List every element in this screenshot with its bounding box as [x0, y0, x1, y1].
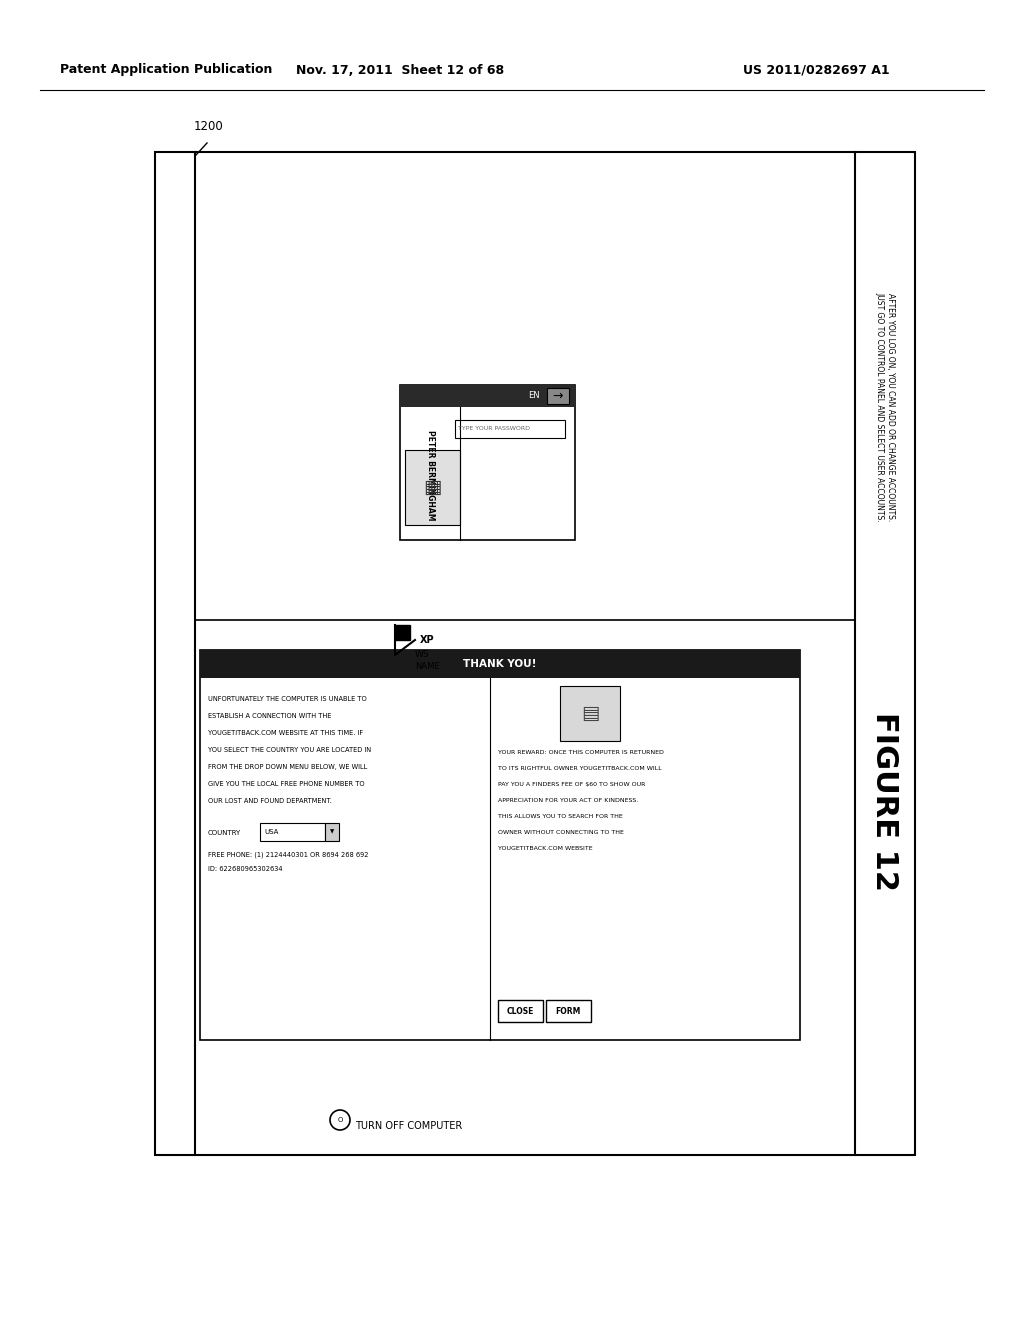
- Text: UNFORTUNATELY THE COMPUTER IS UNABLE TO: UNFORTUNATELY THE COMPUTER IS UNABLE TO: [208, 696, 367, 702]
- Text: FORM: FORM: [555, 1006, 581, 1015]
- Text: Nov. 17, 2011  Sheet 12 of 68: Nov. 17, 2011 Sheet 12 of 68: [296, 63, 504, 77]
- Text: YOU SELECT THE COUNTRY YOU ARE LOCATED IN: YOU SELECT THE COUNTRY YOU ARE LOCATED I…: [208, 747, 371, 752]
- Text: FROM THE DROP DOWN MENU BELOW, WE WILL: FROM THE DROP DOWN MENU BELOW, WE WILL: [208, 764, 368, 770]
- Text: YOUGETITBACK.COM WEBSITE AT THIS TIME. IF: YOUGETITBACK.COM WEBSITE AT THIS TIME. I…: [208, 730, 364, 737]
- Text: ESTABLISH A CONNECTION WITH THE: ESTABLISH A CONNECTION WITH THE: [208, 713, 332, 719]
- Text: O: O: [337, 1117, 343, 1123]
- Bar: [155, 152, 915, 1155]
- Bar: [498, 1001, 543, 1022]
- Text: FREE PHONE: (1) 2124440301 OR 8694 268 692: FREE PHONE: (1) 2124440301 OR 8694 268 6…: [208, 851, 369, 858]
- Text: ID: 622680965302634: ID: 622680965302634: [208, 866, 283, 873]
- Bar: [325, 822, 339, 841]
- Text: AFTER YOU LOG ON, YOU CAN ADD OR CHANGE ACCOUNTS.
JUST GO TO CONTROL PANEL AND S: AFTER YOU LOG ON, YOU CAN ADD OR CHANGE …: [876, 292, 895, 521]
- Bar: [547, 388, 569, 404]
- Text: OWNER WITHOUT CONNECTING TO THE: OWNER WITHOUT CONNECTING TO THE: [498, 830, 624, 836]
- Text: TYPE YOUR PASSWORD: TYPE YOUR PASSWORD: [458, 426, 530, 432]
- Text: →: →: [553, 389, 563, 403]
- Bar: [400, 385, 575, 407]
- Text: ▦: ▦: [423, 478, 441, 498]
- Text: CLOSE: CLOSE: [506, 1006, 534, 1015]
- Text: ▤: ▤: [581, 704, 599, 723]
- Bar: [560, 686, 620, 741]
- Text: TURN OFF COMPUTER: TURN OFF COMPUTER: [355, 1121, 462, 1131]
- Text: PAY YOU A FINDERS FEE OF $60 TO SHOW OUR: PAY YOU A FINDERS FEE OF $60 TO SHOW OUR: [498, 781, 645, 787]
- Text: YOUGETITBACK.COM WEBSITE: YOUGETITBACK.COM WEBSITE: [498, 846, 593, 851]
- Text: OUR LOST AND FOUND DEPARTMENT.: OUR LOST AND FOUND DEPARTMENT.: [208, 799, 332, 804]
- Text: ▼: ▼: [330, 829, 334, 834]
- Text: THIS ALLOWS YOU TO SEARCH FOR THE: THIS ALLOWS YOU TO SEARCH FOR THE: [498, 814, 623, 818]
- Text: US 2011/0282697 A1: US 2011/0282697 A1: [743, 63, 890, 77]
- Text: TO ITS RIGHTFUL OWNER YOUGETITBACK.COM WILL: TO ITS RIGHTFUL OWNER YOUGETITBACK.COM W…: [498, 766, 662, 771]
- Polygon shape: [395, 624, 410, 640]
- Text: COUNTRY: COUNTRY: [208, 830, 242, 836]
- Text: YOUR REWARD: ONCE THIS COMPUTER IS RETURNED: YOUR REWARD: ONCE THIS COMPUTER IS RETUR…: [498, 750, 664, 755]
- Bar: [400, 385, 575, 540]
- Bar: [200, 649, 800, 678]
- Text: PETER BERMINGHAM: PETER BERMINGHAM: [426, 430, 434, 520]
- Text: NAME: NAME: [415, 663, 439, 671]
- Text: EN: EN: [528, 392, 540, 400]
- Text: WS: WS: [415, 649, 430, 659]
- Text: XP: XP: [420, 635, 434, 645]
- Text: Patent Application Publication: Patent Application Publication: [60, 63, 272, 77]
- Text: GIVE YOU THE LOCAL FREE PHONE NUMBER TO: GIVE YOU THE LOCAL FREE PHONE NUMBER TO: [208, 781, 365, 787]
- Text: APPRECIATION FOR YOUR ACT OF KINDNESS.: APPRECIATION FOR YOUR ACT OF KINDNESS.: [498, 799, 638, 803]
- Text: FIGURE 12: FIGURE 12: [870, 711, 899, 891]
- Bar: [406, 450, 460, 525]
- Bar: [455, 420, 565, 438]
- Bar: [546, 1001, 591, 1022]
- Text: USA: USA: [264, 829, 279, 836]
- Text: THANK YOU!: THANK YOU!: [463, 659, 537, 669]
- Bar: [260, 822, 325, 841]
- Bar: [200, 649, 800, 1040]
- Text: 1200: 1200: [194, 120, 224, 133]
